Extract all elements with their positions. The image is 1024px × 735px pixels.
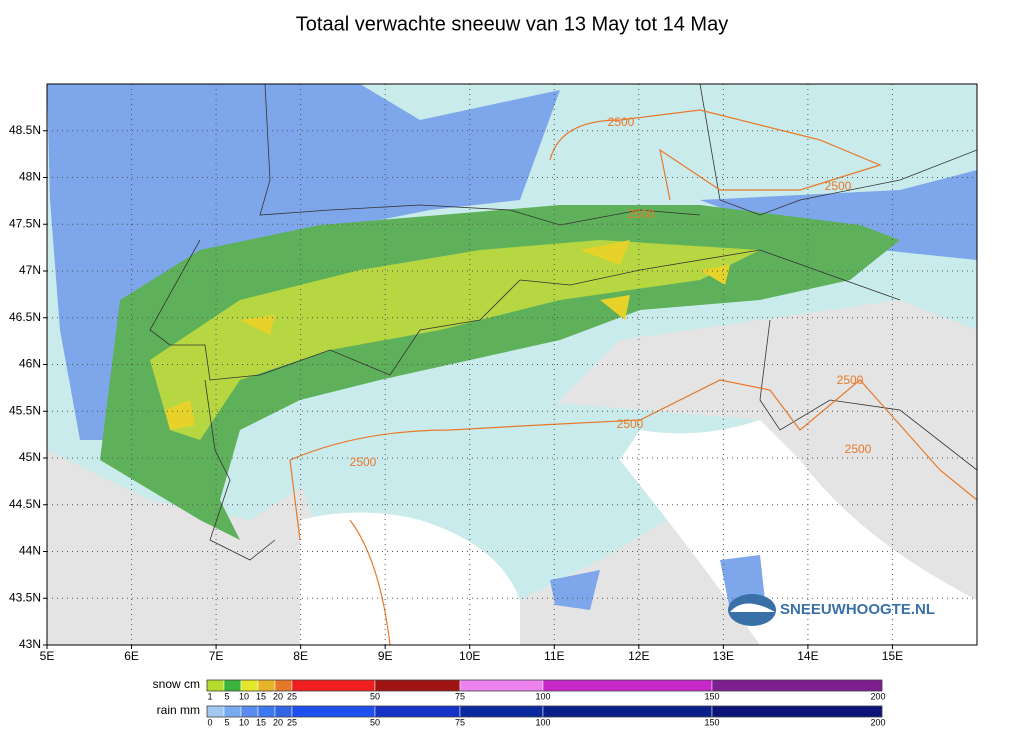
contour-label: 2500 (628, 207, 655, 221)
map-frame (46, 83, 978, 646)
legend-label: rain mm (157, 703, 200, 717)
borders (149, 84, 977, 561)
legend-swatch (240, 679, 259, 692)
legend-swatch (459, 679, 544, 692)
contour-label: 2500 (617, 417, 644, 431)
x-tick-label: 11E (544, 649, 564, 663)
title: Totaal verwachte sneeuw van 13 May tot 1… (296, 13, 728, 35)
legend-swatch (274, 679, 293, 692)
legend-tick: 25 (287, 691, 297, 701)
legend-tick: 150 (704, 691, 719, 701)
y-tick-label: 47.5N (9, 216, 41, 230)
y-tick-label: 46N (19, 357, 41, 371)
legend-swatch (374, 679, 461, 692)
x-tick-label: 10E (459, 649, 480, 663)
legend-swatch (291, 705, 376, 718)
legend-swatch (206, 705, 225, 718)
legend-tick: 15 (256, 691, 266, 701)
legend-swatch (542, 679, 713, 692)
x-tick-label: 15E (882, 649, 903, 663)
legend-swatch (223, 679, 242, 692)
x-tick-label: 6E (124, 649, 139, 663)
legend-tick: 150 (704, 717, 719, 727)
legend-swatch (374, 705, 461, 718)
legend-tick: 75 (455, 691, 465, 701)
legend-swatch (257, 679, 276, 692)
contour-label: 2500 (837, 373, 864, 387)
contour-label: 2500 (608, 115, 635, 129)
precip-blue-east (700, 170, 977, 260)
x-tick-label: 14E (797, 649, 818, 663)
legend-tick: 15 (256, 717, 266, 727)
legend-tick: 200 (870, 717, 885, 727)
legend-tick: 25 (287, 717, 297, 727)
legend-swatch (711, 679, 883, 692)
legend-swatch (223, 705, 242, 718)
x-tick-label: 7E (209, 649, 224, 663)
legend-swatch (291, 679, 376, 692)
sea-ligurian (300, 512, 520, 645)
snow-light (150, 240, 760, 440)
legend-swatch (257, 705, 276, 718)
y-tick-label: 48N (19, 170, 41, 184)
legend-tick: 200 (870, 691, 885, 701)
y-tick-label: 43N (19, 637, 41, 651)
legend-label: snow cm (153, 677, 200, 691)
y-tick-label: 45.5N (9, 403, 41, 417)
y-tick-label: 48.5N (9, 123, 41, 137)
legend-tick: 100 (535, 691, 550, 701)
x-tick-label: 12E (628, 649, 649, 663)
legend-tick: 20 (273, 717, 283, 727)
y-tick-label: 45N (19, 450, 41, 464)
legend-frame (206, 705, 883, 718)
y-tick-label: 44N (19, 544, 41, 558)
legend-tick: 100 (535, 717, 550, 727)
contour-label: 2500 (350, 455, 377, 469)
legend-tick: 50 (370, 717, 380, 727)
legend-swatch (711, 705, 883, 718)
legend-swatch (240, 705, 259, 718)
legend-tick: 20 (273, 691, 283, 701)
x-tick-label: 5E (40, 649, 55, 663)
legend-tick: 75 (455, 717, 465, 727)
legend-tick: 10 (239, 717, 249, 727)
legend-tick: 5 (224, 691, 229, 701)
legend-frame (206, 679, 883, 692)
y-tick-label: 44.5N (9, 497, 41, 511)
legend-tick: 1 (207, 691, 212, 701)
legend-tick: 0 (207, 717, 212, 727)
sea-adriatic (620, 420, 977, 645)
legend-tick: 50 (370, 691, 380, 701)
x-tick-label: 13E (713, 649, 734, 663)
legend-swatch (274, 705, 293, 718)
legend-tick: 10 (239, 691, 249, 701)
legend-tick: 5 (224, 717, 229, 727)
contour-label: 2500 (825, 179, 852, 193)
logo: SNEEUWHOOGTE.NL (780, 601, 935, 618)
logo-peak (730, 603, 775, 612)
x-tick-label: 8E (293, 649, 308, 663)
y-tick-label: 47N (19, 263, 41, 277)
y-tick-label: 43.5N (9, 590, 41, 604)
contours (289, 109, 977, 645)
legend-swatch (206, 679, 225, 692)
y-tick-label: 46.5N (9, 310, 41, 324)
contour-label: 2500 (845, 442, 872, 456)
precip-blue (47, 84, 560, 440)
legend-swatch (542, 705, 713, 718)
x-tick-label: 9E (378, 649, 393, 663)
legend-swatch (459, 705, 544, 718)
